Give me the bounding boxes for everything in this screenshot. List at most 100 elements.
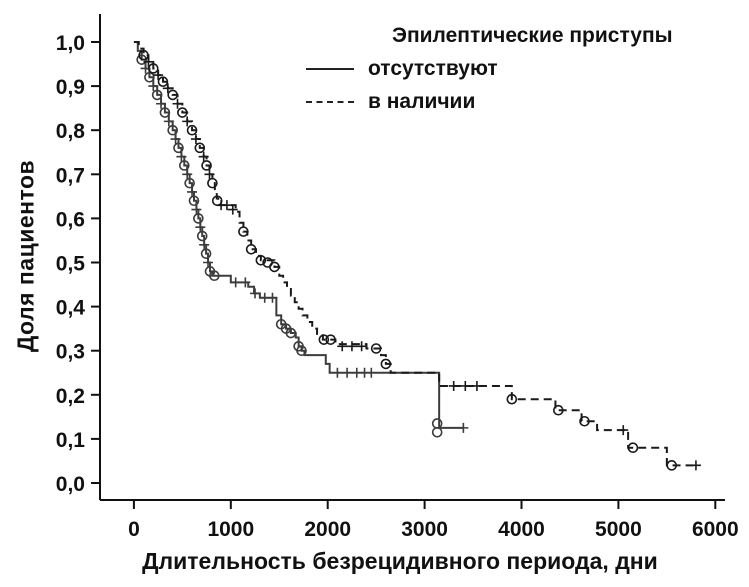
censored-marker-plus	[342, 367, 353, 378]
event-marker-circle	[196, 230, 208, 242]
event-marker-circle	[506, 393, 518, 405]
censored-marker-plus	[356, 341, 367, 352]
series-present	[133, 41, 701, 471]
event-marker-circle	[318, 334, 330, 345]
censored-marker-plus	[176, 151, 187, 162]
event-marker-circle	[159, 107, 171, 118]
x-tick-label: 0	[128, 518, 140, 541]
censored-marker-plus	[143, 56, 154, 67]
x-tick-label: 6000	[692, 518, 739, 541]
y-tick-label: 0,0	[56, 473, 85, 496]
event-marker-circle	[151, 89, 163, 101]
event-marker-circle	[209, 270, 220, 282]
series-step-line	[133, 41, 696, 467]
event-marker-circle	[167, 89, 178, 101]
event-marker-circle	[296, 345, 307, 357]
censored-marker-plus	[366, 367, 377, 378]
y-tick-label: 0,5	[56, 253, 86, 276]
event-marker-circle	[188, 195, 200, 207]
event-marker-circle	[186, 124, 198, 136]
x-tick-label: 5000	[595, 518, 642, 541]
x-axis-ticks: 0 1000 2000 3000 4000 5000 6000	[128, 500, 739, 541]
legend-label-absent: отсутствуют	[368, 56, 498, 80]
x-tick-label: 2000	[304, 518, 351, 541]
censored-marker-plus	[190, 134, 201, 145]
censored-marker-plus	[195, 222, 206, 233]
y-tick-label: 0,6	[56, 208, 85, 231]
event-marker-circle	[184, 177, 195, 189]
censored-marker-plus	[618, 425, 629, 436]
legend-item-absent: отсутствуют	[306, 52, 673, 85]
censored-marker-plus	[162, 83, 173, 94]
censored-marker-plus	[221, 200, 232, 211]
event-marker-circle	[173, 142, 184, 154]
event-marker-circle	[255, 254, 267, 266]
legend-title: Эпилептические приступы	[392, 24, 673, 47]
event-marker-circle	[138, 49, 149, 61]
event-marker-circle	[167, 124, 178, 136]
y-tick-label: 1,0	[56, 32, 85, 55]
event-marker-circle	[177, 107, 188, 118]
event-marker-circle	[200, 248, 212, 259]
censored-marker-plus	[172, 98, 183, 109]
censored-marker-plus	[198, 151, 209, 162]
event-marker-circle	[194, 142, 206, 154]
censored-marker-plus	[267, 292, 278, 303]
event-marker-circle	[201, 160, 212, 171]
censored-marker-plus	[448, 380, 459, 391]
event-marker-circle	[325, 334, 336, 345]
x-tick-label: 1000	[207, 518, 254, 541]
y-tick-label: 0,8	[56, 120, 86, 143]
censored-marker-plus	[153, 70, 164, 81]
chart-legend: Эпилептические приступы отсутствуют в на…	[306, 24, 673, 118]
censored-marker-plus	[170, 134, 181, 145]
event-marker-circle	[144, 71, 155, 83]
censored-marker-plus	[203, 257, 214, 268]
censored-marker-plus	[471, 380, 482, 391]
event-marker-circle	[179, 160, 190, 171]
event-marker-circle	[147, 63, 159, 74]
x-tick-label: 3000	[401, 518, 448, 541]
y-tick-label: 0,9	[56, 76, 85, 99]
y-tick-label: 0,1	[56, 429, 86, 452]
censored-marker-plus	[337, 341, 348, 352]
censored-marker-plus	[332, 367, 343, 378]
series-absent	[133, 41, 469, 438]
event-marker-circle	[431, 418, 443, 429]
event-marker-circle	[207, 177, 218, 189]
event-marker-circle	[370, 343, 382, 354]
y-axis-ticks: 0,0 0,1 0,2 0,3 0,4 0,5 0,6 0,7 0,8 0,9 1,0	[56, 32, 100, 496]
y-tick-label: 0,4	[56, 297, 86, 320]
event-marker-circle	[245, 243, 257, 255]
censored-marker-plus	[227, 204, 238, 215]
censored-marker-plus	[250, 288, 261, 299]
censored-marker-plus	[148, 81, 159, 92]
legend-item-present: в наличии	[306, 85, 673, 118]
x-axis-title: Длительность безрецидивного периода, дни	[142, 548, 658, 574]
legend-label-present: в наличии	[368, 89, 476, 113]
censored-marker-plus	[230, 277, 241, 288]
censored-marker-plus	[458, 422, 469, 433]
event-marker-circle	[431, 426, 443, 438]
censored-marker-plus	[460, 380, 471, 391]
censored-marker-plus	[346, 341, 357, 352]
event-marker-circle	[193, 213, 204, 224]
censored-marker-plus	[156, 98, 167, 109]
y-tick-label: 0,7	[56, 164, 85, 187]
solid-line-sample	[306, 67, 354, 70]
event-marker-circle	[553, 404, 564, 416]
event-marker-circle	[579, 415, 590, 427]
event-marker-circle	[666, 460, 678, 471]
y-axis-title: Доля пациентов	[12, 159, 39, 353]
event-marker-circle	[238, 226, 249, 237]
censored-marker-plus	[199, 239, 210, 250]
x-tick-label: 4000	[498, 518, 545, 541]
event-marker-circle	[269, 261, 280, 273]
censored-marker-plus	[690, 460, 701, 471]
dashed-line-sample	[306, 100, 354, 103]
censored-marker-plus	[163, 116, 174, 127]
censored-marker-plus	[204, 169, 215, 180]
event-marker-circle	[380, 358, 392, 370]
